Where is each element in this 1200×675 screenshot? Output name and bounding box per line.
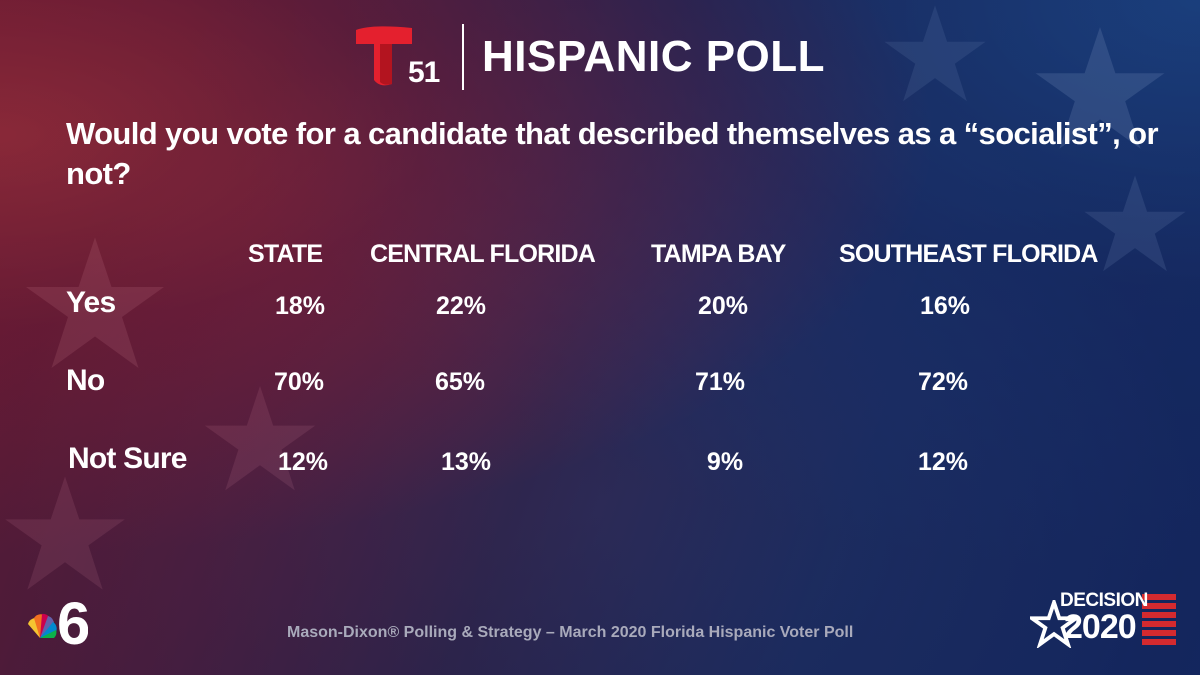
nbc-channel-number: 6: [57, 590, 88, 648]
background-star-icon: [204, 386, 316, 491]
table-cell: 12%: [277, 448, 329, 476]
table-cell: 16%: [919, 292, 971, 320]
column-header-state: STATE: [248, 240, 323, 268]
table-cell: 18%: [274, 292, 326, 320]
poll-title: HISPANIC POLL: [482, 32, 826, 81]
flag-stripes-icon: [1142, 594, 1176, 645]
table-cell: 65%: [434, 368, 486, 396]
row-label-no: No: [66, 364, 105, 397]
nbc-peacock-logo-icon: 6: [28, 590, 90, 657]
decision-2020-logo: DECISION 2020: [1030, 590, 1180, 650]
table-cell: 70%: [273, 368, 325, 396]
table-cell: 71%: [694, 368, 746, 396]
table-cell: 13%: [440, 448, 492, 476]
background-star-icon: [1084, 175, 1186, 272]
background-star-icon: [884, 5, 986, 102]
decision-2020-star-logo-icon: [1030, 600, 1078, 648]
table-cell: 22%: [435, 292, 487, 320]
station-number: 51: [408, 56, 440, 89]
decision-year: 2020: [1064, 608, 1137, 646]
poll-source: Mason-Dixon® Polling & Strategy – March …: [287, 624, 854, 641]
background-star-icon: [5, 476, 125, 590]
column-header-central-florida: CENTRAL FLORIDA: [370, 240, 596, 268]
background-star-icon: [1035, 27, 1165, 149]
header-divider: [462, 24, 464, 90]
poll-header: 51 HISPANIC POLL: [352, 22, 872, 94]
nbc6-logo: 6: [24, 588, 90, 657]
background-star-icon: [26, 237, 164, 368]
table-cell: 20%: [697, 292, 749, 320]
column-header-tampa-bay: TAMPA BAY: [651, 240, 786, 268]
poll-question: Would you vote for a candidate that desc…: [66, 116, 1159, 191]
row-label-yes: Yes: [66, 286, 116, 319]
telemundo-t-logo-icon: [356, 26, 412, 86]
table-cell: 12%: [917, 448, 969, 476]
decision-word: DECISION: [1060, 590, 1148, 611]
table-cell: 72%: [917, 368, 969, 396]
row-label-not-sure: Not Sure: [68, 442, 187, 475]
table-cell: 9%: [706, 448, 744, 476]
column-header-southeast-florida: SOUTHEAST FLORIDA: [839, 240, 1098, 268]
